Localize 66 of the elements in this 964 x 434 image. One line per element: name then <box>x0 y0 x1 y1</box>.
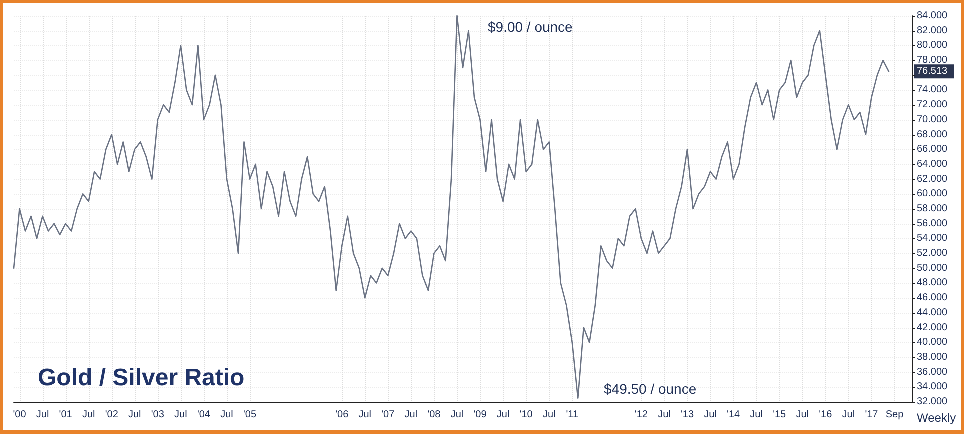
line-series <box>13 15 890 399</box>
x-tick-label: Jul <box>496 410 510 420</box>
y-tick-label: 62.000 <box>917 174 948 185</box>
y-tick-label: 78.000 <box>917 55 948 66</box>
text: Weekly <box>917 411 956 425</box>
y-tick-label: 38.000 <box>917 352 948 363</box>
y-tick-label: 72.000 <box>917 100 948 111</box>
y-tick-label: 58.000 <box>917 204 948 214</box>
x-tick-label: '01 <box>59 410 73 420</box>
x-tick-label: '09 <box>474 410 488 420</box>
y-tick-label: 84.000 <box>917 10 948 22</box>
x-tick-label: Jul <box>796 410 810 420</box>
x-tick-label: '02 <box>105 410 119 420</box>
annotation: $9.00 / ounce <box>488 19 574 35</box>
x-tick-label: '10 <box>520 410 534 420</box>
y-tick-label: 50.000 <box>917 262 948 274</box>
x-tick-label: Sep <box>886 410 904 420</box>
y-tick-label: 80.000 <box>917 40 948 52</box>
y-tick-label: 74.000 <box>917 84 948 96</box>
x-tick-label: '15 <box>773 410 787 420</box>
x-tick-label: Jul <box>404 410 418 420</box>
x-tick-label: '07 <box>382 410 396 420</box>
x-tick-label: Jul <box>750 410 763 420</box>
y-tick-label: 48.000 <box>917 278 948 289</box>
x-tick-label: Jul <box>658 410 671 420</box>
y-tick-label: 36.000 <box>917 366 948 378</box>
x-tick-label: '04 <box>197 410 211 420</box>
y-tick-label: 64.000 <box>917 158 948 170</box>
x-tick-label: '00 <box>13 410 27 420</box>
x-tick-label: '08 <box>428 410 442 420</box>
x-tick-label: Jul <box>36 410 50 420</box>
text: Gold / Silver Ratio <box>38 364 245 392</box>
y-tick-label: 52.000 <box>917 248 948 260</box>
annotation: $49.50 / ounce <box>604 381 697 397</box>
x-tick-label: '05 <box>243 410 257 420</box>
x-tick-label: Jul <box>128 410 142 420</box>
x-tick-label: '13 <box>680 410 694 420</box>
x-tick-label: '12 <box>634 410 648 420</box>
x-tick-label: Jul <box>358 410 372 420</box>
y-tick-label: 54.000 <box>917 233 948 244</box>
x-tick-label: Jul <box>174 410 188 420</box>
y-tick-label: 56.000 <box>917 218 948 230</box>
y-tick-label: 44.000 <box>917 307 948 318</box>
x-tick-label: Jul <box>704 410 717 420</box>
x-tick-label: Jul <box>220 410 234 420</box>
x-tick-label: Jul <box>842 410 856 420</box>
y-tick-label: 60.000 <box>917 188 948 200</box>
x-tick-label: '06 <box>336 410 350 420</box>
x-tick-label: Jul <box>82 410 96 420</box>
y-tick-label: 70.000 <box>917 114 948 126</box>
y-tick-label: 68.000 <box>917 129 948 140</box>
x-tick-label: '11 <box>566 410 579 420</box>
annotation: 76.513 <box>917 66 948 78</box>
y-tick-label: 34.000 <box>917 382 948 393</box>
y-tick-label: 42.000 <box>917 322 948 334</box>
x-tick-label: Jul <box>542 410 556 420</box>
y-tick-label: 66.000 <box>917 144 948 156</box>
y-tick-label: 46.000 <box>917 292 948 304</box>
x-tick-label: '16 <box>819 410 833 420</box>
y-tick-label: 82.000 <box>917 25 948 36</box>
y-tick-label: 40.000 <box>917 337 948 348</box>
x-tick-label: Jul <box>450 410 464 420</box>
y-tick-label: 32.000 <box>917 396 948 408</box>
x-tick-label: '14 <box>727 410 740 420</box>
x-tick-label: '03 <box>151 410 165 420</box>
x-tick-label: '17 <box>865 410 879 420</box>
